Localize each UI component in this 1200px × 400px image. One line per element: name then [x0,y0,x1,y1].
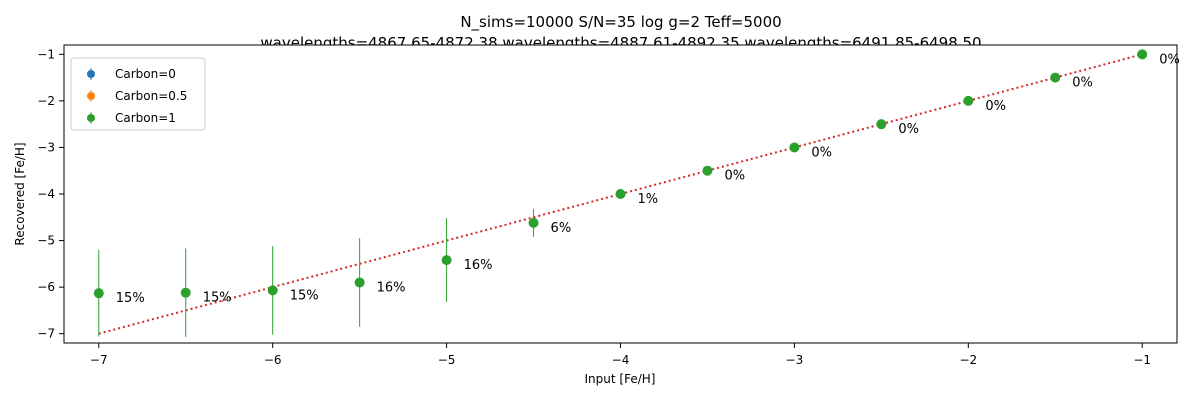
data-label: 0% [985,99,1006,114]
data-point [528,217,539,228]
legend-box [70,57,206,131]
data-points [93,49,1148,299]
x-tick-label: −4 [612,353,630,367]
data-point [93,288,104,299]
x-tick-label: −1 [1133,353,1151,367]
data-label: 16% [377,280,406,295]
data-label: 15% [203,291,232,306]
legend-marker-icon [87,92,95,100]
data-label: 15% [116,291,145,306]
x-tick-label: −7 [90,353,108,367]
y-tick-label: −2 [37,94,55,108]
y-axis-label: Recovered [Fe/H] [13,142,27,245]
data-point [963,95,974,106]
legend-marker-icon [87,114,95,122]
x-tick-label: −2 [959,353,977,367]
data-point [789,142,800,153]
y-tick-label: −6 [37,280,55,294]
data-label: 0% [1159,52,1180,67]
data-label: 16% [464,258,493,273]
data-point [615,189,626,199]
data-label: 15% [290,288,319,303]
y-tick-label: −7 [37,327,55,341]
data-point [180,287,191,298]
chart-title: N_sims=10000 S/N=35 log g=2 Teff=5000 [460,13,781,32]
data-label: 6% [551,221,572,236]
data-point [1137,49,1148,60]
x-tick-label: −5 [438,353,456,367]
legend-entry-label: Carbon=0 [115,67,176,81]
data-point [441,255,452,266]
y-axis: −7 −6 −5 −4 −3 −2 −1 [37,47,64,341]
legend: Carbon=0 Carbon=0.5 Carbon=1 [70,57,206,131]
data-point [702,165,713,176]
data-label: 0% [811,145,832,160]
data-labels: 15% 15% 15% 16% 16% 6% 1% 0% 0% 0% 0% 0% 0% [116,52,1180,306]
data-point [267,285,278,296]
x-axis-label: Input [Fe/H] [585,372,656,386]
y-tick-label: −3 [37,140,55,154]
data-label: 0% [1072,76,1093,91]
data-label: 1% [638,192,659,207]
x-tick-label: −3 [786,353,804,367]
data-point [1050,72,1061,83]
legend-entry-label: Carbon=1 [115,111,176,125]
data-point [354,277,365,288]
y-tick-label: −5 [37,234,55,248]
data-label: 0% [898,122,919,137]
data-label: 0% [724,169,745,184]
x-axis: −7 −6 −5 −4 −3 −2 −1 [90,343,1151,367]
x-tick-label: −6 [264,353,282,367]
legend-entry-label: Carbon=0.5 [115,89,187,103]
data-point [876,119,887,130]
y-tick-label: −1 [37,47,55,61]
legend-marker-icon [87,70,95,78]
y-tick-label: −4 [37,187,55,201]
